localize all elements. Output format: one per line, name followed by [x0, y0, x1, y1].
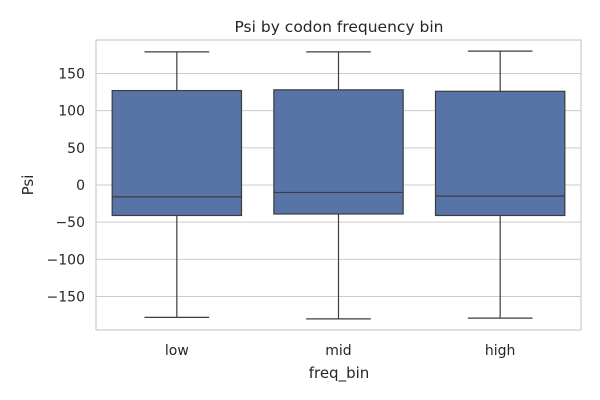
box-series — [111, 50, 566, 320]
chart-title: Psi by codon frequency bin — [234, 18, 443, 36]
box-low — [111, 51, 243, 318]
y-tick-label: −150 — [47, 290, 85, 306]
x-tick-label: low — [165, 343, 189, 359]
iqr-box — [273, 89, 404, 215]
y-axis-title: Psi — [19, 175, 37, 196]
y-tick-label: 0 — [76, 178, 85, 194]
x-tick-label: mid — [325, 343, 351, 359]
y-tick-labels: 150 100 50 0 −50 −100 −150 — [47, 66, 85, 305]
y-tick-label: −50 — [55, 215, 85, 231]
y-tick-label: 50 — [67, 141, 85, 157]
iqr-box — [111, 89, 243, 217]
y-tick-label: 100 — [58, 104, 85, 120]
box-mid — [273, 51, 404, 320]
y-tick-label: −100 — [47, 252, 85, 268]
y-tick-label: 150 — [58, 66, 85, 82]
plot-frame — [95, 39, 582, 331]
x-axis-title: freq_bin — [309, 364, 370, 383]
x-tick-labels: low mid high — [165, 343, 516, 359]
x-tick-label: high — [485, 343, 516, 359]
iqr-box — [434, 90, 566, 217]
box-high — [434, 50, 566, 319]
